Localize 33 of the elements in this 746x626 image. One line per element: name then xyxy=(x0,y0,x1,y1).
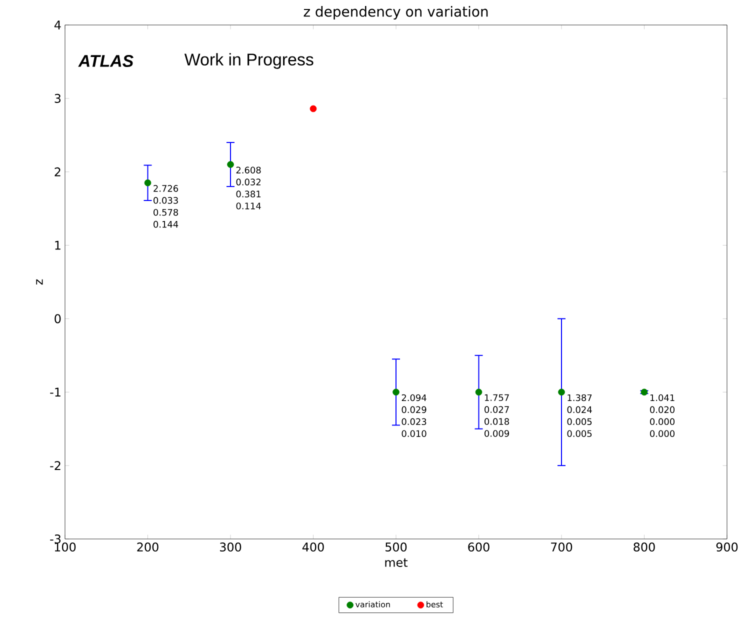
y-tick-label: 1 xyxy=(55,240,60,250)
x-tick-label: 800 xyxy=(634,542,655,552)
x-tick-label: 900 xyxy=(716,542,738,552)
y-tick-label: -1 xyxy=(50,388,60,396)
point xyxy=(475,388,482,396)
chart-title: z dependency on variation xyxy=(304,6,488,20)
annotation: 2.608 0.032 0.381 0.114 xyxy=(236,166,261,210)
point xyxy=(227,161,234,168)
x-tick-label: 600 xyxy=(468,542,490,552)
annotation: 1.757 0.027 0.018 0.009 xyxy=(484,394,510,437)
point xyxy=(558,388,565,396)
point xyxy=(310,105,317,112)
annotation: 2.094 0.029 0.023 0.010 xyxy=(402,394,426,437)
y-axis-title: z xyxy=(36,279,43,285)
annotation: 1.041 0.020 0.000 0.000 xyxy=(650,394,675,437)
y-tick-label: -2 xyxy=(50,461,60,470)
annotation: 2.726 0.033 0.578 0.144 xyxy=(154,185,178,228)
y-tick-label: 0 xyxy=(54,314,61,324)
x-tick-label: 700 xyxy=(551,542,572,552)
annotation: ATLAS xyxy=(78,54,134,67)
point xyxy=(392,388,400,396)
annotation: 1.387 0.024 0.005 0.005 xyxy=(567,394,592,437)
y-tick-label: 4 xyxy=(54,20,61,30)
x-tick-label: 300 xyxy=(220,542,242,552)
x-axis-title: met xyxy=(385,558,408,567)
x-tick-label: 100 xyxy=(54,542,76,552)
point xyxy=(144,179,152,186)
y-tick-label: 2 xyxy=(54,167,60,176)
x-tick-label: 400 xyxy=(302,542,324,552)
x-tick-label: 500 xyxy=(386,542,407,552)
x-tick-label: 200 xyxy=(137,542,158,552)
annotation: Work in Progress xyxy=(184,53,314,69)
y-tick-label: 3 xyxy=(54,94,61,103)
